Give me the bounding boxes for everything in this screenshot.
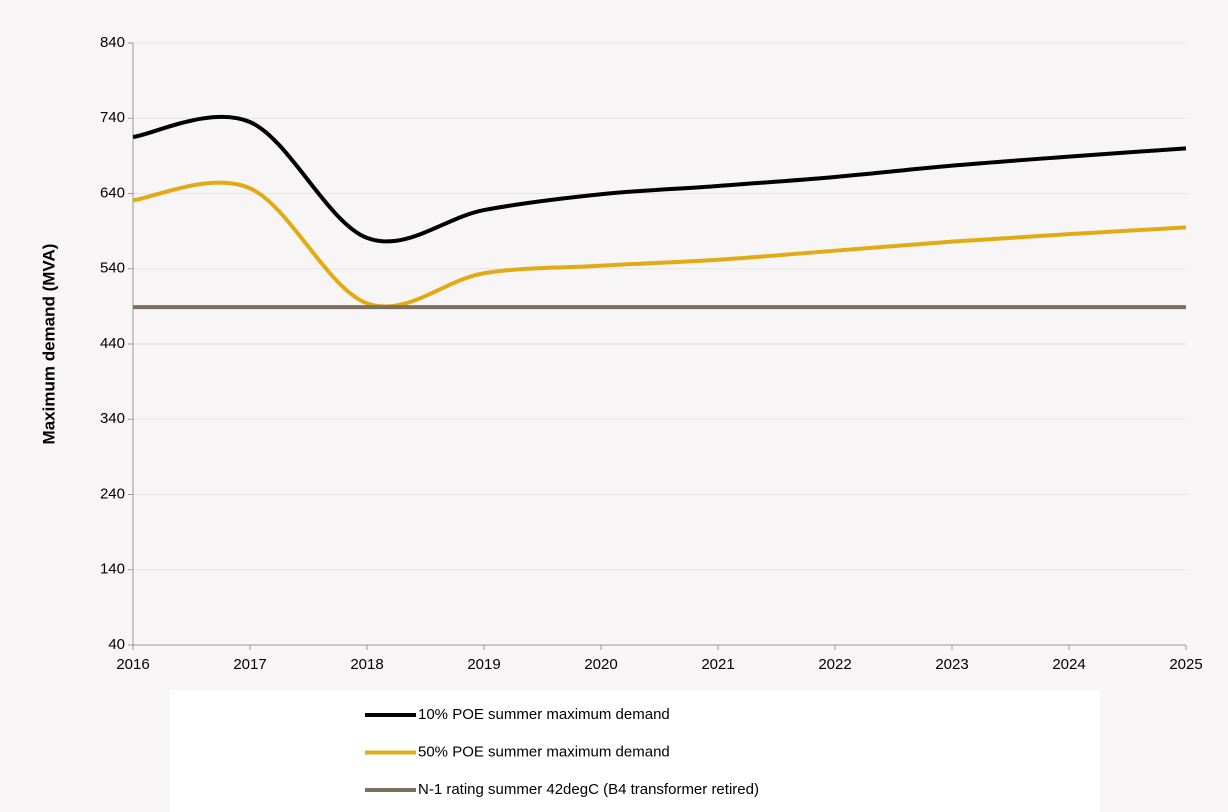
x-tick-label: 2020 [584, 656, 617, 673]
x-tick-label: 2021 [701, 656, 734, 673]
x-tick-label: 2025 [1169, 656, 1202, 673]
y-tick-label: 340 [100, 410, 125, 427]
x-tick-label: 2017 [233, 656, 266, 673]
series-line [132, 180, 1187, 309]
y-tick-label: 440 [100, 335, 125, 352]
legend-label: 50% POE summer maximum demand [418, 743, 670, 760]
y-tick-label: 640 [100, 184, 125, 201]
legend-label: 10% POE summer maximum demand [418, 706, 670, 723]
series-line [132, 114, 1187, 244]
y-tick-label: 40 [108, 636, 125, 653]
y-tick-label: 840 [100, 34, 125, 51]
legend-box [170, 690, 1100, 812]
x-tick-label: 2019 [467, 656, 500, 673]
x-tick-label: 2024 [1052, 656, 1085, 673]
legend-label: N-1 rating summer 42degC (B4 transformer… [418, 781, 759, 798]
x-tick-label: 2018 [350, 656, 383, 673]
y-tick-label: 240 [100, 485, 125, 502]
y-tick-label: 140 [100, 561, 125, 578]
x-tick-label: 2016 [116, 656, 149, 673]
y-tick-label: 740 [100, 109, 125, 126]
x-tick-label: 2023 [935, 656, 968, 673]
y-tick-label: 540 [100, 260, 125, 277]
y-axis-label: Maximum demand (MVA) [39, 244, 58, 445]
x-tick-label: 2022 [818, 656, 851, 673]
